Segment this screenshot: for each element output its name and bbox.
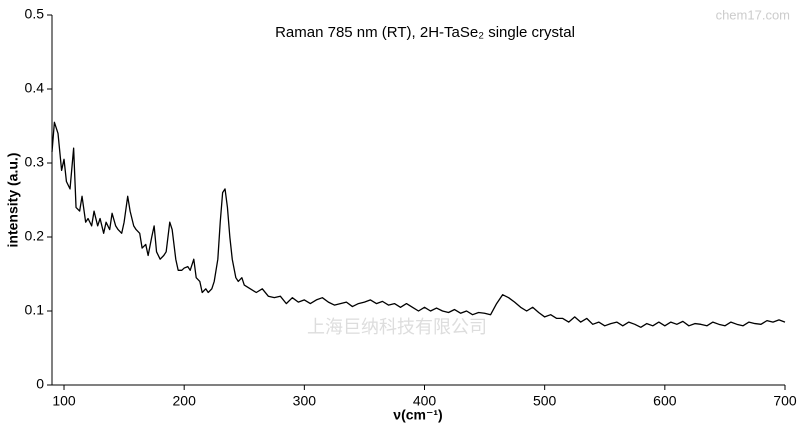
y-tick-label: 0.2 <box>25 228 45 244</box>
x-axis-label: ν(cm⁻¹) <box>393 407 442 423</box>
chart-title: Raman 785 nm (RT), 2H-TaSe₂ single cryst… <box>275 24 575 41</box>
line-series <box>51 121 786 328</box>
watermark: 上海巨纳科技有限公司 <box>307 317 487 337</box>
y-tick-label: 0.1 <box>25 302 45 318</box>
x-tick-label: 300 <box>293 393 317 409</box>
watermark: chem17.com <box>716 7 790 22</box>
x-tick-label: 400 <box>413 393 437 409</box>
y-axis-label: intensity (a.u.) <box>5 153 21 248</box>
y-tick-label: 0.5 <box>25 6 45 22</box>
y-tick-label: 0 <box>36 376 44 392</box>
x-tick-label: 500 <box>533 393 557 409</box>
x-tick-label: 600 <box>653 393 677 409</box>
x-tick-label: 200 <box>173 393 197 409</box>
x-tick-label: 700 <box>773 393 797 409</box>
y-tick-label: 0.3 <box>25 154 45 170</box>
x-tick-label: 100 <box>52 393 76 409</box>
y-tick-label: 0.4 <box>25 80 45 96</box>
